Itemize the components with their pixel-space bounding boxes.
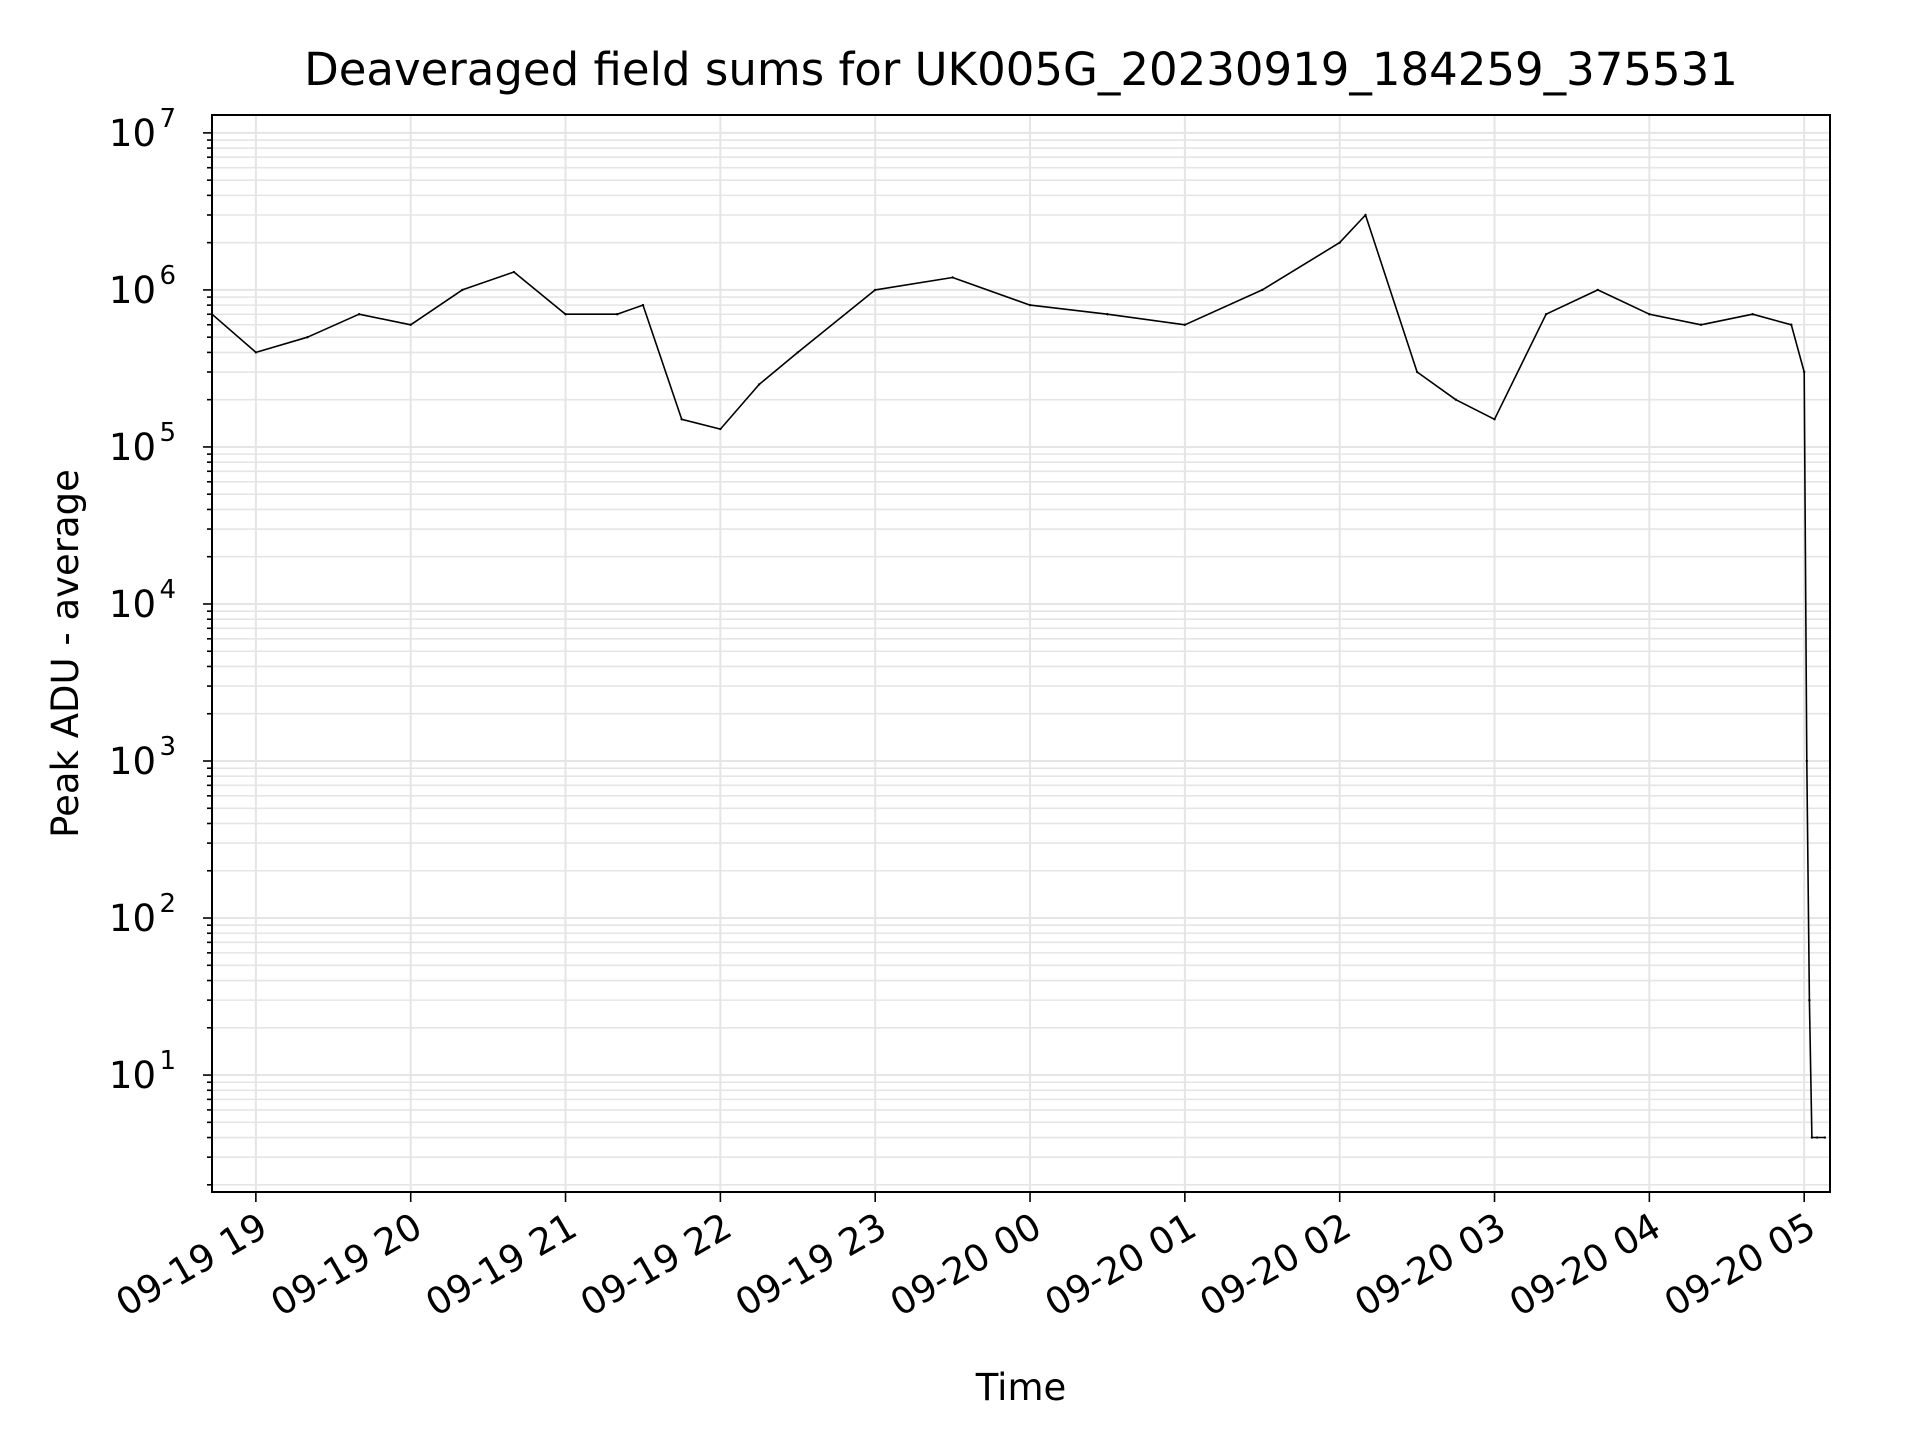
y-tick-label: 10 (109, 897, 156, 940)
series-point (1790, 323, 1793, 326)
y-tick-label: 10 (109, 740, 156, 783)
grid (212, 115, 1830, 1192)
series-point (1699, 323, 1703, 326)
series-point (1415, 370, 1419, 374)
y-tick-base: 10 (109, 1054, 156, 1097)
y-tick-base: 10 (109, 426, 156, 469)
x-tick-label: 09-20 04 (1502, 1205, 1668, 1325)
series-point (1596, 288, 1599, 292)
y-tick-exponent: 3 (159, 732, 176, 762)
y-tick-exponent: 2 (159, 889, 176, 919)
x-tick-label: 09-20 03 (1347, 1205, 1513, 1325)
series-point (719, 427, 722, 431)
series-point (512, 270, 516, 274)
y-tick-exponent: 7 (159, 104, 176, 134)
series-point (1648, 313, 1651, 316)
y-axis-label: Peak ADU - average (44, 469, 87, 838)
series-point (757, 383, 761, 386)
x-tick-label: 09-20 01 (1038, 1205, 1204, 1325)
series-point (1808, 998, 1811, 1002)
series-point (615, 313, 619, 316)
x-tick-label: 09-20 00 (883, 1205, 1049, 1325)
y-tick-exponent: 6 (159, 261, 176, 291)
series-point (641, 303, 645, 307)
series-point (564, 313, 567, 316)
x-tick-label: 09-19 19 (109, 1205, 275, 1325)
x-tick-label: 09-19 22 (573, 1205, 739, 1325)
y-tick-base: 10 (109, 897, 156, 940)
series-point (1454, 398, 1458, 401)
series-point (461, 288, 464, 292)
x-tick-label: 09-20 02 (1193, 1205, 1359, 1325)
y-tick-exponent: 4 (159, 575, 176, 605)
series-line (211, 214, 1825, 1139)
series-point (1338, 241, 1341, 244)
series-point (306, 335, 309, 339)
series-point (409, 323, 412, 326)
y-tick-base: 10 (109, 269, 156, 312)
series-point (1815, 1136, 1819, 1139)
series-point (951, 276, 954, 279)
y-tick-base: 10 (109, 740, 156, 783)
x-tick-label: 09-19 21 (418, 1205, 584, 1325)
series-point (1106, 313, 1109, 316)
y-tick-label: 10 (109, 583, 156, 626)
y-tick-base: 10 (109, 583, 156, 626)
series-point (1751, 313, 1754, 316)
series-point (1802, 370, 1806, 374)
y-tick-exponent: 1 (159, 1046, 176, 1076)
series-point (1028, 303, 1032, 307)
series-point (1823, 1136, 1827, 1139)
plot-frame (211, 114, 1831, 1193)
series-point (796, 351, 799, 354)
series-point (1544, 313, 1548, 316)
y-tick-base: 10 (109, 112, 156, 155)
y-tick-exponent: 5 (159, 418, 176, 448)
series-point (254, 351, 258, 354)
x-tick-label: 09-19 23 (728, 1205, 894, 1325)
series-point (1810, 1136, 1814, 1139)
y-tick-label: 10 (109, 112, 156, 155)
x-tick-label: 09-19 20 (264, 1205, 430, 1325)
series-point (873, 288, 877, 292)
y-tick-label: 10 (109, 1054, 156, 1097)
series-point (1364, 213, 1367, 217)
data-series (210, 213, 1827, 1139)
y-tick-label: 10 (109, 426, 156, 469)
series-point (357, 313, 361, 316)
series-point (1493, 418, 1496, 421)
y-tick-label: 10 (109, 269, 156, 312)
x-tick-label: 09-20 05 (1657, 1205, 1823, 1325)
chart-title: Deaveraged field sums for UK005G_2023091… (304, 43, 1738, 96)
series-point (1261, 288, 1264, 292)
series-point (680, 418, 683, 421)
series-point (1805, 759, 1808, 763)
ticks (203, 132, 1805, 1202)
x-axis-label: Time (975, 1366, 1067, 1409)
series-point (1183, 323, 1187, 326)
